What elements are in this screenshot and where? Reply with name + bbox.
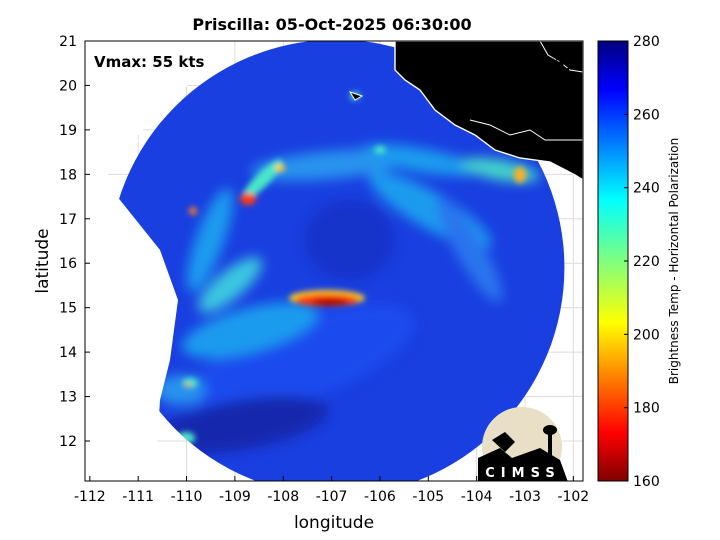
vmax-label: Vmax: 55 kts [94, 53, 204, 71]
y-tick-label: 12 [59, 434, 77, 450]
x-tick-label: -105 [412, 489, 444, 505]
colorbar-tick-label: 220 [633, 254, 660, 270]
x-tick-label: -106 [364, 489, 396, 505]
colorbar-tick-label: 160 [633, 474, 660, 490]
x-axis: -112 -111 -110 -109 -108 -107 -106 -105 -104 -103… [74, 476, 589, 505]
chart-title: Priscilla: 05-Oct-2025 06:30:00 [192, 15, 471, 34]
y-tick-label: 16 [59, 256, 77, 272]
colorbar-tick-label: 180 [633, 401, 660, 417]
swath-gap [85, 41, 232, 481]
x-tick-label: -107 [316, 489, 348, 505]
colorbar: 160 180 200 220 240 260 280 Brightness Temp - … [597, 34, 681, 490]
coastline [131, 41, 583, 181]
colorbar-ticks: 160 180 200 220 240 260 280 [624, 34, 660, 490]
colorbar-tick-label: 200 [633, 327, 660, 343]
y-tick-label: 15 [59, 301, 77, 317]
y-tick-label: 14 [59, 345, 77, 361]
y-tick-label: 21 [59, 34, 77, 50]
x-tick-label: -103 [509, 489, 541, 505]
x-tick-label: -102 [557, 489, 589, 505]
colorbar-label: Brightness Temp - Horizontal Polarizatio… [667, 138, 681, 385]
y-tick-label: 18 [59, 167, 77, 183]
colorbar-tick-label: 280 [633, 34, 660, 50]
time-away-label: 02:02 away [478, 53, 575, 71]
plot-frame [84, 40, 584, 482]
x-tick-label: -104 [461, 489, 493, 505]
cimss-logo: CIMSS [478, 407, 568, 481]
x-tick-label: -109 [219, 489, 251, 505]
y-tick-label: 13 [59, 390, 77, 406]
x-tick-label: -111 [122, 489, 154, 505]
colorbar-tick-label: 240 [633, 181, 660, 197]
colorbar-tick-label: 260 [633, 107, 660, 123]
x-tick-label: -110 [171, 489, 203, 505]
y-tick-label: 20 [59, 78, 77, 94]
logo-text: CIMSS [485, 466, 560, 481]
x-tick-label: -108 [267, 489, 299, 505]
y-axis: 12 13 14 15 16 17 18 19 20 21 [59, 34, 90, 450]
plot-area: CIMSS Vmax: 55 kts 02:02 away [85, 41, 583, 481]
colorbar-gradient [597, 40, 629, 482]
y-tick-label: 19 [59, 123, 77, 139]
x-axis-label: longitude [294, 513, 374, 533]
x-tick-label: -112 [74, 489, 106, 505]
y-axis-label: latitude [33, 228, 53, 293]
y-tick-label: 17 [59, 212, 77, 228]
